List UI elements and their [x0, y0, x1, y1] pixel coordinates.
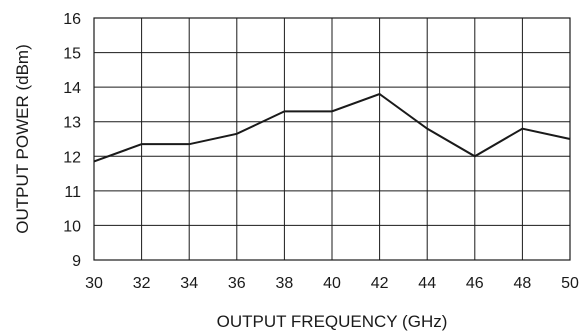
x-tick-labels: 30 32 34 36 38 40 42 44 46 48 50 — [85, 275, 579, 292]
x-tick-label: 42 — [371, 275, 389, 292]
y-tick-labels: 9 10 11 12 13 14 15 16 — [63, 11, 81, 270]
x-tick-label: 44 — [418, 275, 436, 292]
x-tick-label: 34 — [180, 275, 198, 292]
y-axis-title: OUTPUT POWER (dBm) — [13, 44, 32, 234]
y-tick-label: 16 — [63, 11, 81, 28]
x-axis-title: OUTPUT FREQUENCY (GHz) — [217, 312, 448, 331]
y-tick-label: 12 — [63, 149, 81, 166]
x-tick-label: 50 — [561, 275, 579, 292]
x-tick-label: 48 — [514, 275, 532, 292]
series-layer — [93, 92, 571, 163]
x-tick-label: 38 — [276, 275, 294, 292]
x-tick-label: 30 — [85, 275, 103, 292]
y-tick-label: 11 — [64, 184, 81, 201]
y-tick-label: 14 — [63, 80, 81, 97]
y-tick-label: 10 — [63, 218, 81, 235]
grid-lines — [93, 17, 571, 261]
x-tick-label: 40 — [323, 275, 341, 292]
series-line — [93, 92, 571, 163]
x-tick-label: 36 — [228, 275, 246, 292]
x-tick-label: 46 — [466, 275, 484, 292]
y-tick-label: 15 — [63, 46, 81, 63]
y-tick-label: 13 — [63, 115, 81, 132]
y-tick-label: 9 — [72, 253, 81, 270]
x-tick-label: 32 — [133, 275, 151, 292]
